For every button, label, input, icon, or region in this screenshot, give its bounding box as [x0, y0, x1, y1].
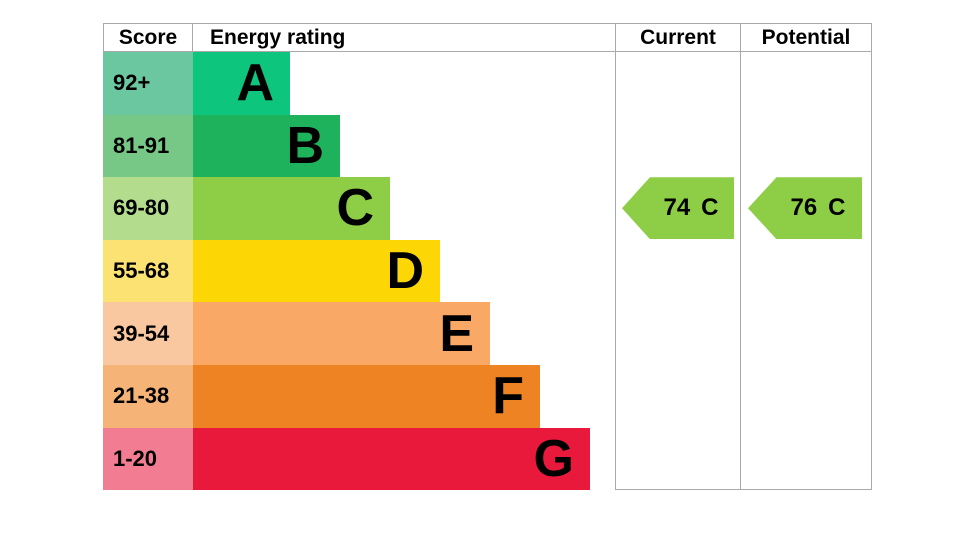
- band-row-f: 21-38 F: [103, 364, 615, 428]
- band-letter: G: [533, 429, 574, 488]
- current-column: [615, 23, 740, 490]
- band-bar: G: [193, 427, 590, 491]
- band-score-cell: 69-80: [103, 177, 193, 240]
- header-score: Score: [103, 24, 193, 51]
- band-score-range: 92+: [113, 70, 151, 96]
- band-row-d: 55-68 D: [103, 239, 615, 303]
- band-bar: B: [193, 114, 340, 178]
- band-bar: F: [193, 364, 540, 428]
- band-row-g: 1-20 G: [103, 427, 615, 491]
- band-row-e: 39-54 E: [103, 302, 615, 365]
- band-row-b: 81-91 B: [103, 114, 615, 178]
- band-score-cell: 21-38: [103, 364, 193, 428]
- current-rating-value: 74: [663, 194, 691, 222]
- band-letter: B: [286, 116, 324, 175]
- header-current: Current: [615, 24, 740, 51]
- band-bar: C: [193, 177, 390, 240]
- band-bar: E: [193, 302, 490, 365]
- potential-rating-value: 76: [790, 194, 818, 222]
- potential-rating-band: C: [828, 194, 846, 222]
- band-row-c: 69-80 C: [103, 177, 615, 240]
- band-letter: F: [492, 367, 524, 426]
- header-row: Score Energy rating Current Potential: [103, 23, 872, 52]
- current-rating-arrow: 74 C: [622, 177, 734, 240]
- band-score-cell: 39-54: [103, 302, 193, 365]
- band-rows: 92+ A 81-91 B 69-80 C: [103, 52, 615, 491]
- band-score-cell: 55-68: [103, 239, 193, 303]
- band-bar: A: [193, 52, 290, 115]
- band-score-cell: 92+: [103, 52, 193, 115]
- band-score-range: 21-38: [113, 383, 170, 409]
- band-score-range: 81-91: [113, 132, 170, 158]
- band-letter: D: [386, 242, 424, 301]
- epc-table: Score Energy rating Current Potential 92…: [103, 23, 872, 491]
- header-energy-rating: Energy rating: [210, 25, 346, 49]
- band-score-cell: 1-20: [103, 427, 193, 491]
- band-score-range: 55-68: [113, 258, 170, 284]
- current-rating-band: C: [701, 194, 719, 222]
- band-score-range: 69-80: [113, 195, 170, 221]
- band-letter: C: [336, 179, 374, 238]
- band-score-range: 1-20: [113, 445, 158, 471]
- band-row-a: 92+ A: [103, 52, 615, 115]
- band-letter: E: [439, 304, 474, 363]
- band-score-cell: 81-91: [103, 114, 193, 178]
- potential-column: [740, 23, 872, 490]
- band-score-range: 39-54: [113, 320, 170, 346]
- header-potential: Potential: [740, 24, 872, 51]
- band-letter: A: [236, 54, 274, 113]
- band-bar: D: [193, 239, 440, 303]
